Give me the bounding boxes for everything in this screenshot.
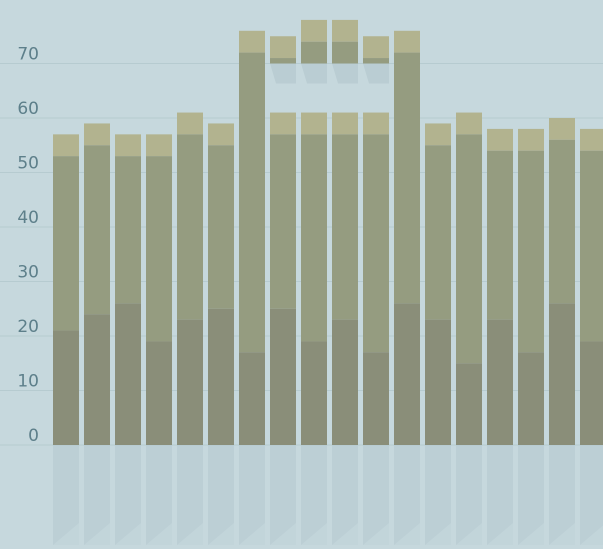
- bar-segment-lower: [363, 352, 389, 445]
- bar-cap: [487, 128, 513, 151]
- y-tick-label: 0: [28, 426, 39, 446]
- bar-reflection-slant: [518, 523, 544, 545]
- y-tick-label: 40: [17, 208, 39, 228]
- bar-cap: [363, 112, 389, 135]
- bar-cap: [270, 112, 296, 135]
- bar-reflection-slant: [270, 523, 296, 545]
- bar-segment-lower: [394, 303, 420, 445]
- bar-reflection-slant: [394, 523, 420, 545]
- bar-cap: [53, 134, 79, 157]
- floating-bar: [363, 58, 389, 64]
- y-tick-label: 60: [17, 99, 39, 119]
- bar-segment-lower: [549, 303, 575, 445]
- bar-segment-lower: [487, 319, 513, 445]
- bar-segment-upper: [580, 150, 603, 342]
- bar-segment-lower: [332, 319, 358, 445]
- bar-segment-upper: [363, 134, 389, 353]
- floating-bar-cap: [363, 36, 389, 59]
- bar-cap: [115, 134, 141, 157]
- bar-reflection-slant: [549, 523, 575, 545]
- bar-cap: [146, 134, 172, 157]
- bar-cap: [332, 112, 358, 135]
- bar-cap: [301, 112, 327, 135]
- bar-segment-upper: [518, 150, 544, 353]
- bar-cap: [84, 123, 110, 146]
- bar-segment-upper: [146, 156, 172, 342]
- bar-segment-lower: [270, 308, 296, 445]
- bar-segment-lower: [425, 319, 451, 445]
- bar-cap: [208, 123, 234, 146]
- bar-segment-upper: [332, 134, 358, 320]
- bar-segment-upper: [270, 134, 296, 309]
- bar-cap: [580, 128, 603, 151]
- y-tick-label: 10: [17, 372, 39, 392]
- bar-reflection-slant: [332, 523, 358, 545]
- bar-segment-lower: [301, 341, 327, 445]
- floating-bar-shadow: [363, 63, 389, 84]
- bar-reflection-slant: [456, 523, 482, 545]
- floating-bar-shadow: [301, 63, 327, 84]
- bar-cap: [394, 30, 420, 53]
- y-tick-label: 50: [17, 154, 39, 174]
- y-tick-label: 30: [17, 263, 39, 283]
- floating-bar-cap: [270, 36, 296, 59]
- floating-bar: [270, 58, 296, 64]
- bar-cap: [549, 118, 575, 140]
- bar-cap: [456, 112, 482, 135]
- bar-reflection-slant: [239, 523, 265, 545]
- bar-reflection-slant: [53, 523, 79, 545]
- bar-reflection-slant: [301, 523, 327, 545]
- bar-segment-upper: [394, 52, 420, 304]
- bar-segment-upper: [549, 139, 575, 304]
- bar-segment-upper: [487, 150, 513, 320]
- y-axis-tick-labels: 0 10 20 30 40 50 60 70: [17, 45, 39, 447]
- bar-segment-lower: [456, 363, 482, 445]
- floating-bar: [301, 41, 327, 64]
- bar-segment-upper: [53, 156, 79, 331]
- bar-segment-lower: [239, 352, 265, 445]
- floating-bar-shadow: [270, 63, 296, 84]
- bar-reflection-slant: [363, 523, 389, 545]
- bar-reflection-slant: [177, 523, 203, 545]
- bar-cap: [239, 30, 265, 53]
- bar-segment-upper: [115, 156, 141, 304]
- bar-segment-lower: [84, 314, 110, 445]
- bar-segment-upper: [177, 134, 203, 320]
- floating-bar: [332, 41, 358, 64]
- bar-segment-lower: [146, 341, 172, 445]
- bar-segment-lower: [208, 308, 234, 445]
- bar-segment-upper: [301, 134, 327, 342]
- y-tick-label: 70: [17, 45, 39, 65]
- bar-segment-upper: [239, 52, 265, 353]
- floating-bar-shadow: [332, 63, 358, 84]
- bar-cap: [518, 128, 544, 151]
- bar-reflection: [580, 445, 603, 545]
- bar-reflection-slant: [425, 523, 451, 545]
- bar-segment-lower: [115, 303, 141, 445]
- bar-reflection-slant: [487, 523, 513, 545]
- bar-segment-lower: [177, 319, 203, 445]
- bar-reflection-slant: [115, 523, 141, 545]
- floating-bar-cap: [332, 19, 358, 42]
- bar-segment-lower: [518, 352, 544, 445]
- bar-segment-upper: [425, 145, 451, 320]
- y-tick-label: 20: [17, 317, 39, 337]
- bar-segment-upper: [84, 145, 110, 315]
- bar-reflection-slant: [84, 523, 110, 545]
- bar-segment-lower: [580, 341, 603, 445]
- bar-cap: [425, 123, 451, 146]
- bar-segment-upper: [456, 134, 482, 364]
- bars: [53, 19, 603, 445]
- floating-bar-cap: [301, 19, 327, 42]
- bar-shadows: [53, 63, 603, 545]
- bar-segment-upper: [208, 145, 234, 309]
- bar-segment-lower: [53, 330, 79, 445]
- bar-reflection-slant: [208, 523, 234, 545]
- bar-reflection-slant: [580, 525, 603, 545]
- bar-reflection-slant: [146, 523, 172, 545]
- bar-cap: [177, 112, 203, 135]
